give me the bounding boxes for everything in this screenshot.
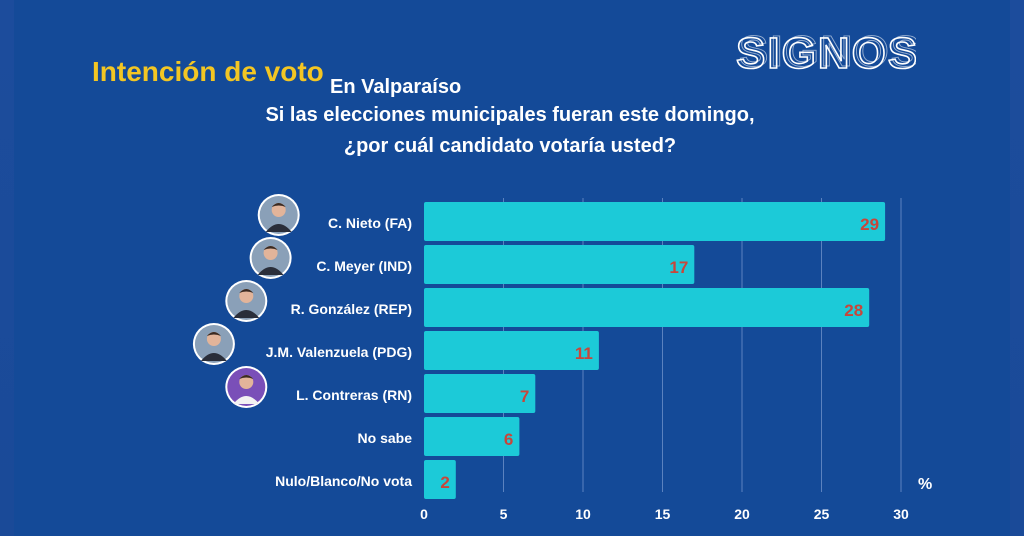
chart-location: En Valparaíso xyxy=(330,76,462,98)
bar xyxy=(424,245,695,284)
avatar-body xyxy=(265,224,292,232)
avatar-hair xyxy=(206,332,221,336)
data-label: 6 xyxy=(504,430,513,449)
avatar-head xyxy=(239,289,254,303)
bar xyxy=(424,331,599,370)
category-label: R. González (REP) xyxy=(291,301,412,317)
category-label: Nulo/Blanco/No vota xyxy=(275,473,412,489)
data-label: 7 xyxy=(520,387,529,406)
bar xyxy=(424,417,520,456)
brand-logo-text-inner: SIGNOS xyxy=(739,30,916,76)
avatar-head xyxy=(271,203,286,217)
x-tick-label: 20 xyxy=(734,506,750,522)
data-label: 28 xyxy=(844,301,863,320)
x-axis-label: % xyxy=(918,476,932,493)
avatar-head xyxy=(206,332,221,346)
avatar-body xyxy=(233,396,260,404)
avatar-hair xyxy=(239,375,254,379)
bar xyxy=(424,460,456,499)
category-label: No sabe xyxy=(358,430,413,446)
chart-question-line2: ¿por cuál candidato votaría usted? xyxy=(343,135,677,157)
x-tick-label: 25 xyxy=(814,506,830,522)
avatar-hair xyxy=(239,289,254,293)
x-tick-label: 10 xyxy=(575,506,591,522)
brand-logo: SIGNOS SIGNOS xyxy=(736,30,916,76)
x-tick-label: 0 xyxy=(420,506,428,522)
bar xyxy=(424,202,886,241)
category-label: C. Nieto (FA) xyxy=(328,215,412,231)
avatar-hair xyxy=(263,246,278,250)
x-tick-label: 15 xyxy=(655,506,671,522)
avatar-head xyxy=(263,246,278,260)
category-label: C. Meyer (IND) xyxy=(316,258,412,274)
avatar-body xyxy=(200,353,227,361)
brand-logo-text: SIGNOS xyxy=(736,30,916,76)
avatar-head xyxy=(239,375,254,389)
avatar-hair xyxy=(271,203,286,207)
data-label: 29 xyxy=(860,215,879,234)
data-label: 11 xyxy=(575,344,593,363)
page-title: Intención de voto xyxy=(92,56,324,87)
x-tick-label: 30 xyxy=(893,506,909,522)
data-label: 2 xyxy=(440,473,449,492)
bar xyxy=(424,288,870,327)
data-label: 17 xyxy=(669,258,688,277)
avatar-body xyxy=(233,310,260,318)
category-label: L. Contreras (RN) xyxy=(296,387,412,403)
category-label: J.M. Valenzuela (PDG) xyxy=(266,344,412,360)
avatar-body xyxy=(257,267,284,275)
chart-question-line1: Si las elecciones municipales fueran est… xyxy=(265,104,755,126)
bar xyxy=(424,374,536,413)
x-tick-label: 5 xyxy=(500,506,508,522)
